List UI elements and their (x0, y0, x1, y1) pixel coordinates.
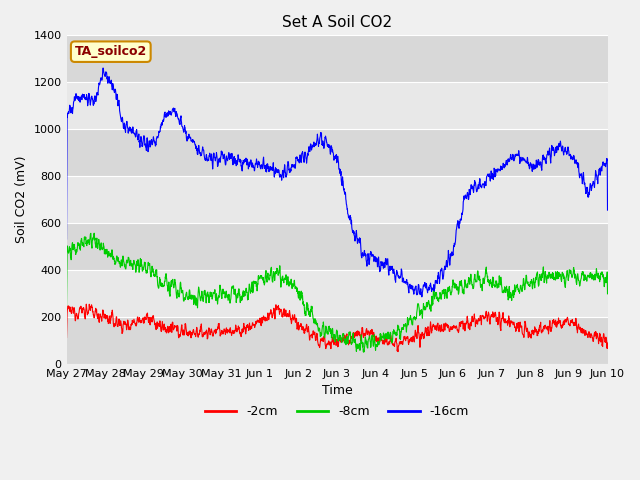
X-axis label: Time: Time (322, 384, 353, 397)
Y-axis label: Soil CO2 (mV): Soil CO2 (mV) (15, 156, 28, 243)
Bar (67, 176, 607, 223)
Text: TA_soilco2: TA_soilco2 (75, 45, 147, 58)
Bar (67, 129, 607, 176)
Bar (67, 317, 607, 364)
Bar (67, 36, 607, 82)
Bar (67, 82, 607, 129)
Bar (67, 270, 607, 317)
Title: Set A Soil CO2: Set A Soil CO2 (282, 15, 392, 30)
Bar (67, 223, 607, 270)
Legend: -2cm, -8cm, -16cm: -2cm, -8cm, -16cm (200, 400, 474, 423)
